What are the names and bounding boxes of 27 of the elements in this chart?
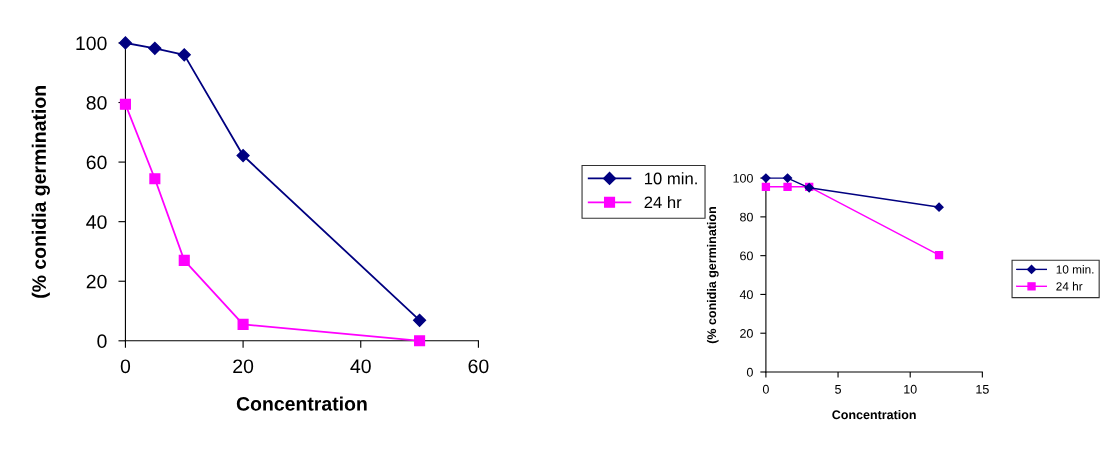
x-tick-label: 0: [762, 384, 769, 394]
x-tick-label: 10: [904, 384, 917, 394]
y-tick-label: 20: [86, 274, 107, 289]
x-tick-label: 20: [233, 359, 254, 374]
x-axis-title: Concentration: [832, 410, 916, 420]
y-axis-title: (% conidia germination: [706, 207, 719, 344]
y-tick-label: 60: [86, 155, 107, 170]
y-tick-label: 60: [740, 251, 753, 261]
legend-label: 24 hr: [1056, 281, 1083, 291]
legend-label: 10 min.: [1056, 264, 1094, 274]
y-tick-label: 80: [86, 95, 107, 110]
x-tick-label: 40: [350, 359, 371, 374]
x-tick-label: 5: [835, 384, 841, 394]
legend-label: 10 min.: [644, 172, 697, 185]
x-axis-title: Concentration: [236, 396, 367, 411]
y-tick-label: 100: [733, 173, 753, 183]
y-tick-label: 0: [97, 334, 107, 349]
y-tick-label: 80: [740, 212, 753, 222]
y-tick-label: 20: [740, 329, 753, 338]
y-tick-label: 100: [76, 36, 107, 51]
y-tick-label: 40: [739, 290, 753, 300]
x-tick-label: 0: [120, 359, 131, 374]
x-tick-label: 15: [976, 384, 989, 394]
legend-label: 24 hr: [644, 196, 682, 209]
y-tick-label: 40: [86, 215, 107, 229]
y-axis-title: (% conidia germination: [31, 86, 50, 298]
x-tick-label: 60: [468, 359, 489, 374]
